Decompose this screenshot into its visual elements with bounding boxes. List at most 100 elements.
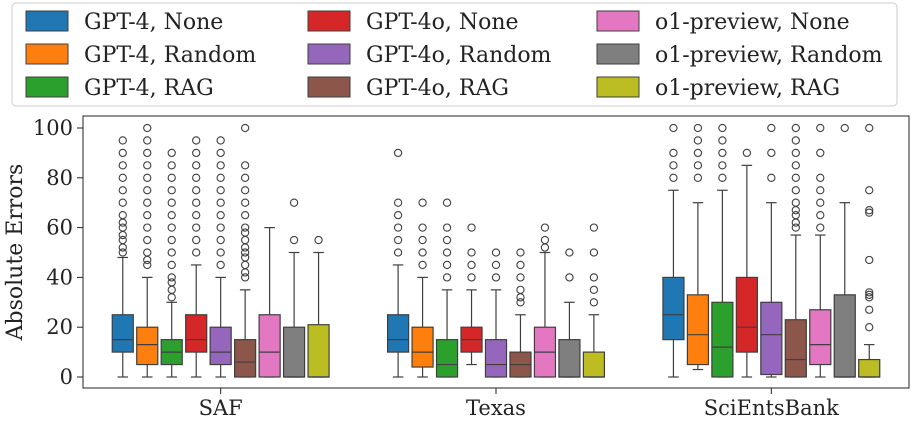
outlier-point [816, 148, 825, 158]
outlier-point [540, 223, 550, 232]
outlier-point [791, 161, 800, 170]
box-gpt-4-rag-scientsbank [711, 123, 734, 378]
outlier-point [393, 198, 403, 207]
outlier-point [216, 173, 225, 182]
x-tick-label-saf: SAF [199, 396, 243, 420]
legend-frame [11, 2, 898, 107]
outlier-point [118, 243, 127, 252]
outlier-point [240, 210, 250, 220]
outlier-point [314, 235, 323, 245]
box-gpt-4o-none-texas [460, 223, 483, 366]
box-gpt-4-random-scientsbank [686, 123, 710, 371]
outlier-point [418, 223, 427, 232]
box-gpt-4o-rag-scientsbank [784, 123, 807, 378]
outlier-point [143, 248, 152, 257]
outlier-point [289, 198, 299, 207]
outlier-point [791, 218, 800, 227]
boxes-layer [111, 123, 881, 378]
outlier-point [143, 255, 152, 265]
outlier-point [791, 186, 800, 195]
outlier-point [467, 260, 476, 270]
outlier-point [143, 123, 152, 133]
outlier-point [816, 223, 825, 232]
box-o1-preview-rag-saf [307, 235, 330, 378]
outlier-point [167, 198, 176, 207]
outlier-point [840, 123, 849, 133]
box-body [858, 358, 881, 378]
outlier-point [418, 260, 427, 270]
outlier-point [240, 243, 250, 252]
outlier-point [240, 223, 250, 232]
outlier-point [240, 228, 250, 237]
outlier-point [240, 253, 250, 262]
outlier-point [143, 260, 152, 270]
outlier-point [216, 210, 225, 220]
legend-item-gpt-4-rag: GPT-4, RAG [25, 76, 214, 101]
legend-label: GPT-4, Random [84, 43, 256, 68]
box-body [784, 319, 807, 378]
outlier-point [669, 173, 678, 182]
outlier-point [589, 248, 599, 257]
legend-item-o1-preview-none: o1-preview, None [596, 10, 850, 35]
box-body [234, 339, 257, 378]
box-body [582, 351, 606, 378]
outlier-point [816, 198, 825, 207]
outlier-point [540, 243, 550, 252]
outlier-point [442, 260, 452, 270]
outlier-point [240, 235, 250, 245]
outlier-point [289, 235, 299, 245]
outlier-point [669, 123, 678, 133]
box-o1-preview-rag-texas [582, 223, 606, 378]
box-gpt-4o-random-texas [484, 248, 508, 378]
outlier-point [393, 235, 403, 245]
outlier-point [216, 223, 225, 232]
box-body [435, 339, 459, 378]
outlier-point [865, 293, 874, 302]
outlier-point [167, 235, 176, 245]
outlier-point [167, 285, 176, 294]
outlier-point [143, 223, 152, 232]
box-body [809, 309, 832, 366]
outlier-point [516, 293, 525, 302]
box-gpt-4-random-saf [136, 123, 159, 378]
legend-swatch [25, 10, 69, 32]
outlier-point [393, 248, 403, 257]
outlier-point [589, 223, 599, 232]
outlier-point [192, 161, 201, 170]
outlier-point [240, 268, 250, 277]
outlier-point [118, 230, 127, 240]
outlier-point [718, 173, 727, 182]
outlier-point [240, 260, 250, 270]
box-gpt-4-rag-saf [160, 148, 183, 378]
outlier-point [865, 255, 874, 265]
outlier-point [167, 278, 176, 287]
legend-swatch [25, 43, 69, 65]
outlier-point [865, 288, 874, 297]
outlier-point [418, 235, 427, 245]
outlier-point [143, 210, 152, 220]
legend-item-gpt-4-none: GPT-4, None [25, 10, 223, 35]
outlier-point [393, 210, 403, 220]
outlier-point [516, 260, 525, 270]
outlier-point [167, 248, 176, 257]
outlier-point [240, 161, 250, 170]
x-tick-label-scientsbank: SciEntsBank [704, 396, 839, 420]
outlier-point [143, 198, 152, 207]
outlier-point [118, 235, 127, 245]
outlier-point [791, 123, 800, 133]
box-body [136, 326, 159, 366]
outlier-point [143, 148, 152, 158]
box-gpt-4o-none-saf [185, 136, 208, 378]
outlier-point [718, 136, 727, 145]
legend-label: o1-preview, None [655, 10, 850, 35]
outlier-point [442, 273, 452, 282]
outlier-point [442, 235, 452, 245]
box-gpt-4o-random-scientsbank [760, 123, 783, 378]
box-body [735, 276, 758, 353]
box-body [209, 326, 232, 366]
legend-swatch [25, 76, 69, 98]
outlier-point [192, 248, 201, 257]
box-o1-preview-random-scientsbank [833, 123, 856, 378]
legend-item-gpt-4-random: GPT-4, Random [25, 43, 256, 68]
box-body [386, 314, 410, 353]
